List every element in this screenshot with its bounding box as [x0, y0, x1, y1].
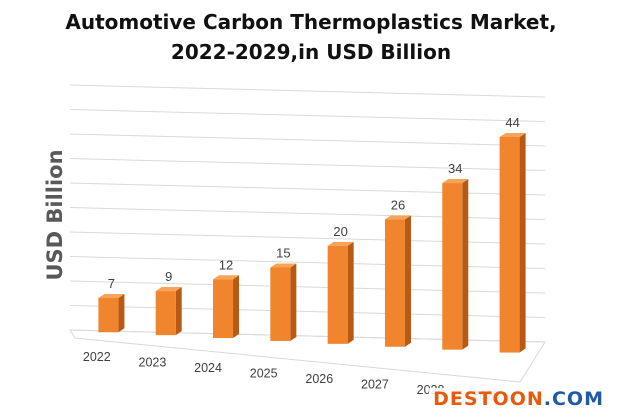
bar-side: [519, 132, 526, 353]
bar-side: [233, 275, 240, 339]
data-label: 20: [333, 224, 347, 239]
bar: [213, 279, 234, 339]
watermark-text-suffix: .COM: [543, 388, 604, 410]
bar-side: [462, 179, 469, 350]
x-tick-label: 2025: [250, 366, 278, 380]
bar: [270, 267, 291, 341]
x-tick-label: 2024: [194, 361, 222, 375]
bar-side: [290, 263, 297, 341]
gridline: [69, 84, 546, 98]
bar: [442, 183, 463, 350]
bar-top: [270, 263, 297, 268]
watermark-text-main: DESTOON: [433, 388, 544, 410]
gridline: [69, 158, 546, 171]
x-tick-label: 2026: [305, 372, 333, 386]
bar-top: [213, 275, 240, 280]
bar-side: [404, 215, 411, 347]
data-label: 7: [108, 276, 115, 291]
bar-side: [118, 293, 125, 333]
bar-side: [175, 287, 182, 336]
gridline: [69, 133, 546, 147]
bar: [98, 297, 119, 333]
data-label: 9: [165, 269, 172, 284]
bar: [499, 136, 520, 353]
gridline: [69, 207, 546, 220]
x-tick-label: 2027: [361, 377, 389, 391]
x-tick-label: 2022: [83, 350, 111, 364]
bar-top: [384, 215, 411, 220]
bar-top: [327, 241, 354, 246]
watermark-logo: DESTOON.COM: [429, 388, 608, 410]
bar-top: [98, 293, 125, 298]
gridline: [69, 231, 546, 245]
gridline: [69, 305, 546, 318]
data-label: 44: [505, 115, 519, 130]
bar-top: [499, 132, 526, 137]
x-tick-label: 2023: [139, 355, 167, 369]
chart-subtitle: 2022-2029,in USD Billion: [170, 40, 452, 64]
gridline: [69, 182, 546, 196]
bar: [327, 245, 348, 344]
bar: [384, 219, 405, 347]
bar: [155, 291, 176, 336]
bar-side: [347, 241, 354, 344]
gridline: [69, 256, 546, 269]
data-label: 34: [448, 161, 462, 176]
gridline: [69, 280, 546, 294]
gridline: [69, 109, 546, 122]
data-label: 12: [219, 257, 233, 272]
data-label: 15: [276, 245, 290, 260]
bar-top: [155, 287, 182, 292]
chart-title: Automotive Carbon Thermoplastics Market,: [65, 10, 557, 34]
data-label: 26: [391, 197, 405, 212]
bar-top: [442, 179, 469, 184]
